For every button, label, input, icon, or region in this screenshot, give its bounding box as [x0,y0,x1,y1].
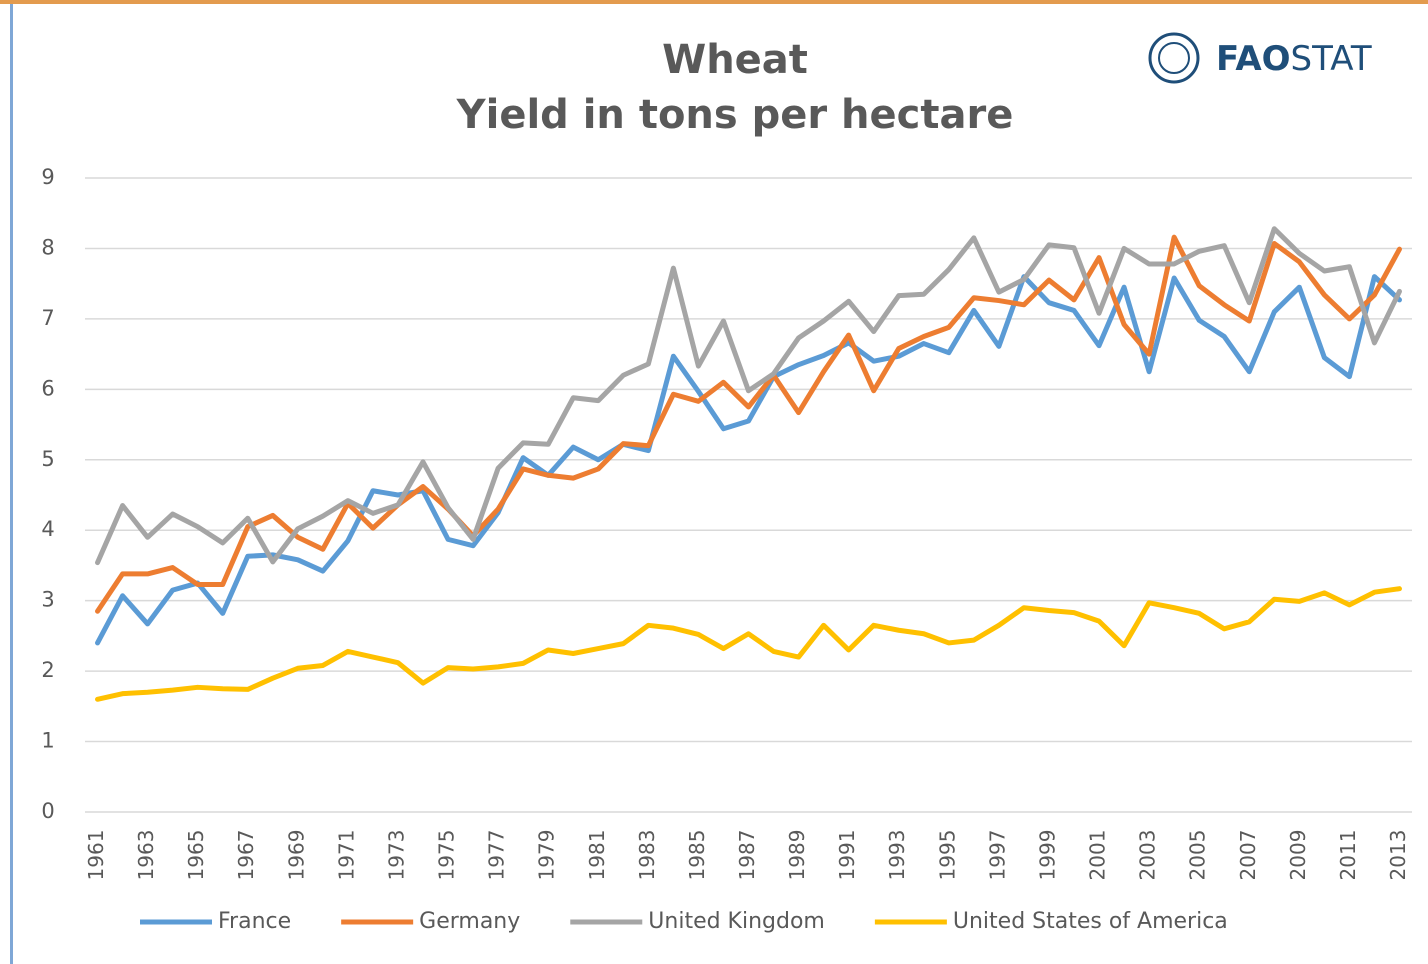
x-tick-label: 1967 [234,830,258,881]
chart-title: Wheat [662,37,808,83]
y-tick-label: 1 [41,729,54,753]
series-line [95,586,1402,702]
y-tick-label: 8 [41,235,54,259]
x-tick-label: 2009 [1286,830,1310,881]
x-tick-label: 1973 [384,830,408,881]
x-tick-label: 2013 [1386,830,1410,881]
logo-emblem-inner [1158,42,1190,74]
x-tick-label: 1965 [184,830,208,881]
logo-regular: STAT [1291,39,1372,79]
logo-bold: FAO [1216,39,1291,79]
x-tick-label: 1999 [1035,830,1059,881]
x-tick-label: 1989 [785,830,809,881]
legend: France Germany United Kingdom United States… [140,909,1228,934]
x-tick-label: 1971 [334,830,358,881]
logo: FAOSTAT [1148,32,1372,84]
legend-label: France [218,909,291,934]
x-tick-label: 1995 [935,830,959,881]
x-tick-label: 1981 [585,830,609,881]
x-tick-label: 1991 [835,830,859,881]
x-tick-label: 1993 [885,830,909,881]
chart-subtitle: Yield in tons per hectare [456,92,1014,138]
x-tick-label: 1987 [735,830,759,881]
y-tick-label: 3 [41,588,54,612]
x-tick-label: 1979 [535,830,559,881]
x-tick-label: 1961 [84,830,108,881]
logo-text: FAOSTAT [1216,39,1372,79]
y-tick-label: 6 [41,376,54,400]
x-tick-label: 1983 [635,830,659,881]
top-border [0,0,1428,4]
y-tick-label: 9 [41,165,54,189]
x-tick-label: 1985 [685,830,709,881]
y-tick-label: 5 [41,447,54,471]
x-tick-label: 2003 [1136,830,1160,881]
legend-label: Germany [419,909,520,934]
left-border [10,4,13,964]
x-tick-label: 1975 [435,830,459,881]
x-tick-label: 2007 [1236,830,1260,881]
series-line [95,226,1402,566]
series-line [95,234,1402,614]
series-line [95,274,1402,646]
y-tick-label: 0 [41,799,54,823]
x-tick-label: 2011 [1336,830,1360,881]
x-tick-label: 1963 [134,830,158,881]
y-tick-label: 4 [41,517,54,541]
x-tick-label: 1977 [485,830,509,881]
x-tick-label: 2005 [1186,830,1210,881]
y-tick-label: 7 [41,306,54,330]
x-tick-label: 2001 [1086,830,1110,881]
legend-label: United States of America [953,909,1228,934]
x-tick-label: 1969 [284,830,308,881]
logo-emblem [1148,32,1200,84]
x-tick-label: 1997 [985,830,1009,881]
y-tick-label: 2 [41,658,54,682]
legend-label: United Kingdom [648,909,825,934]
